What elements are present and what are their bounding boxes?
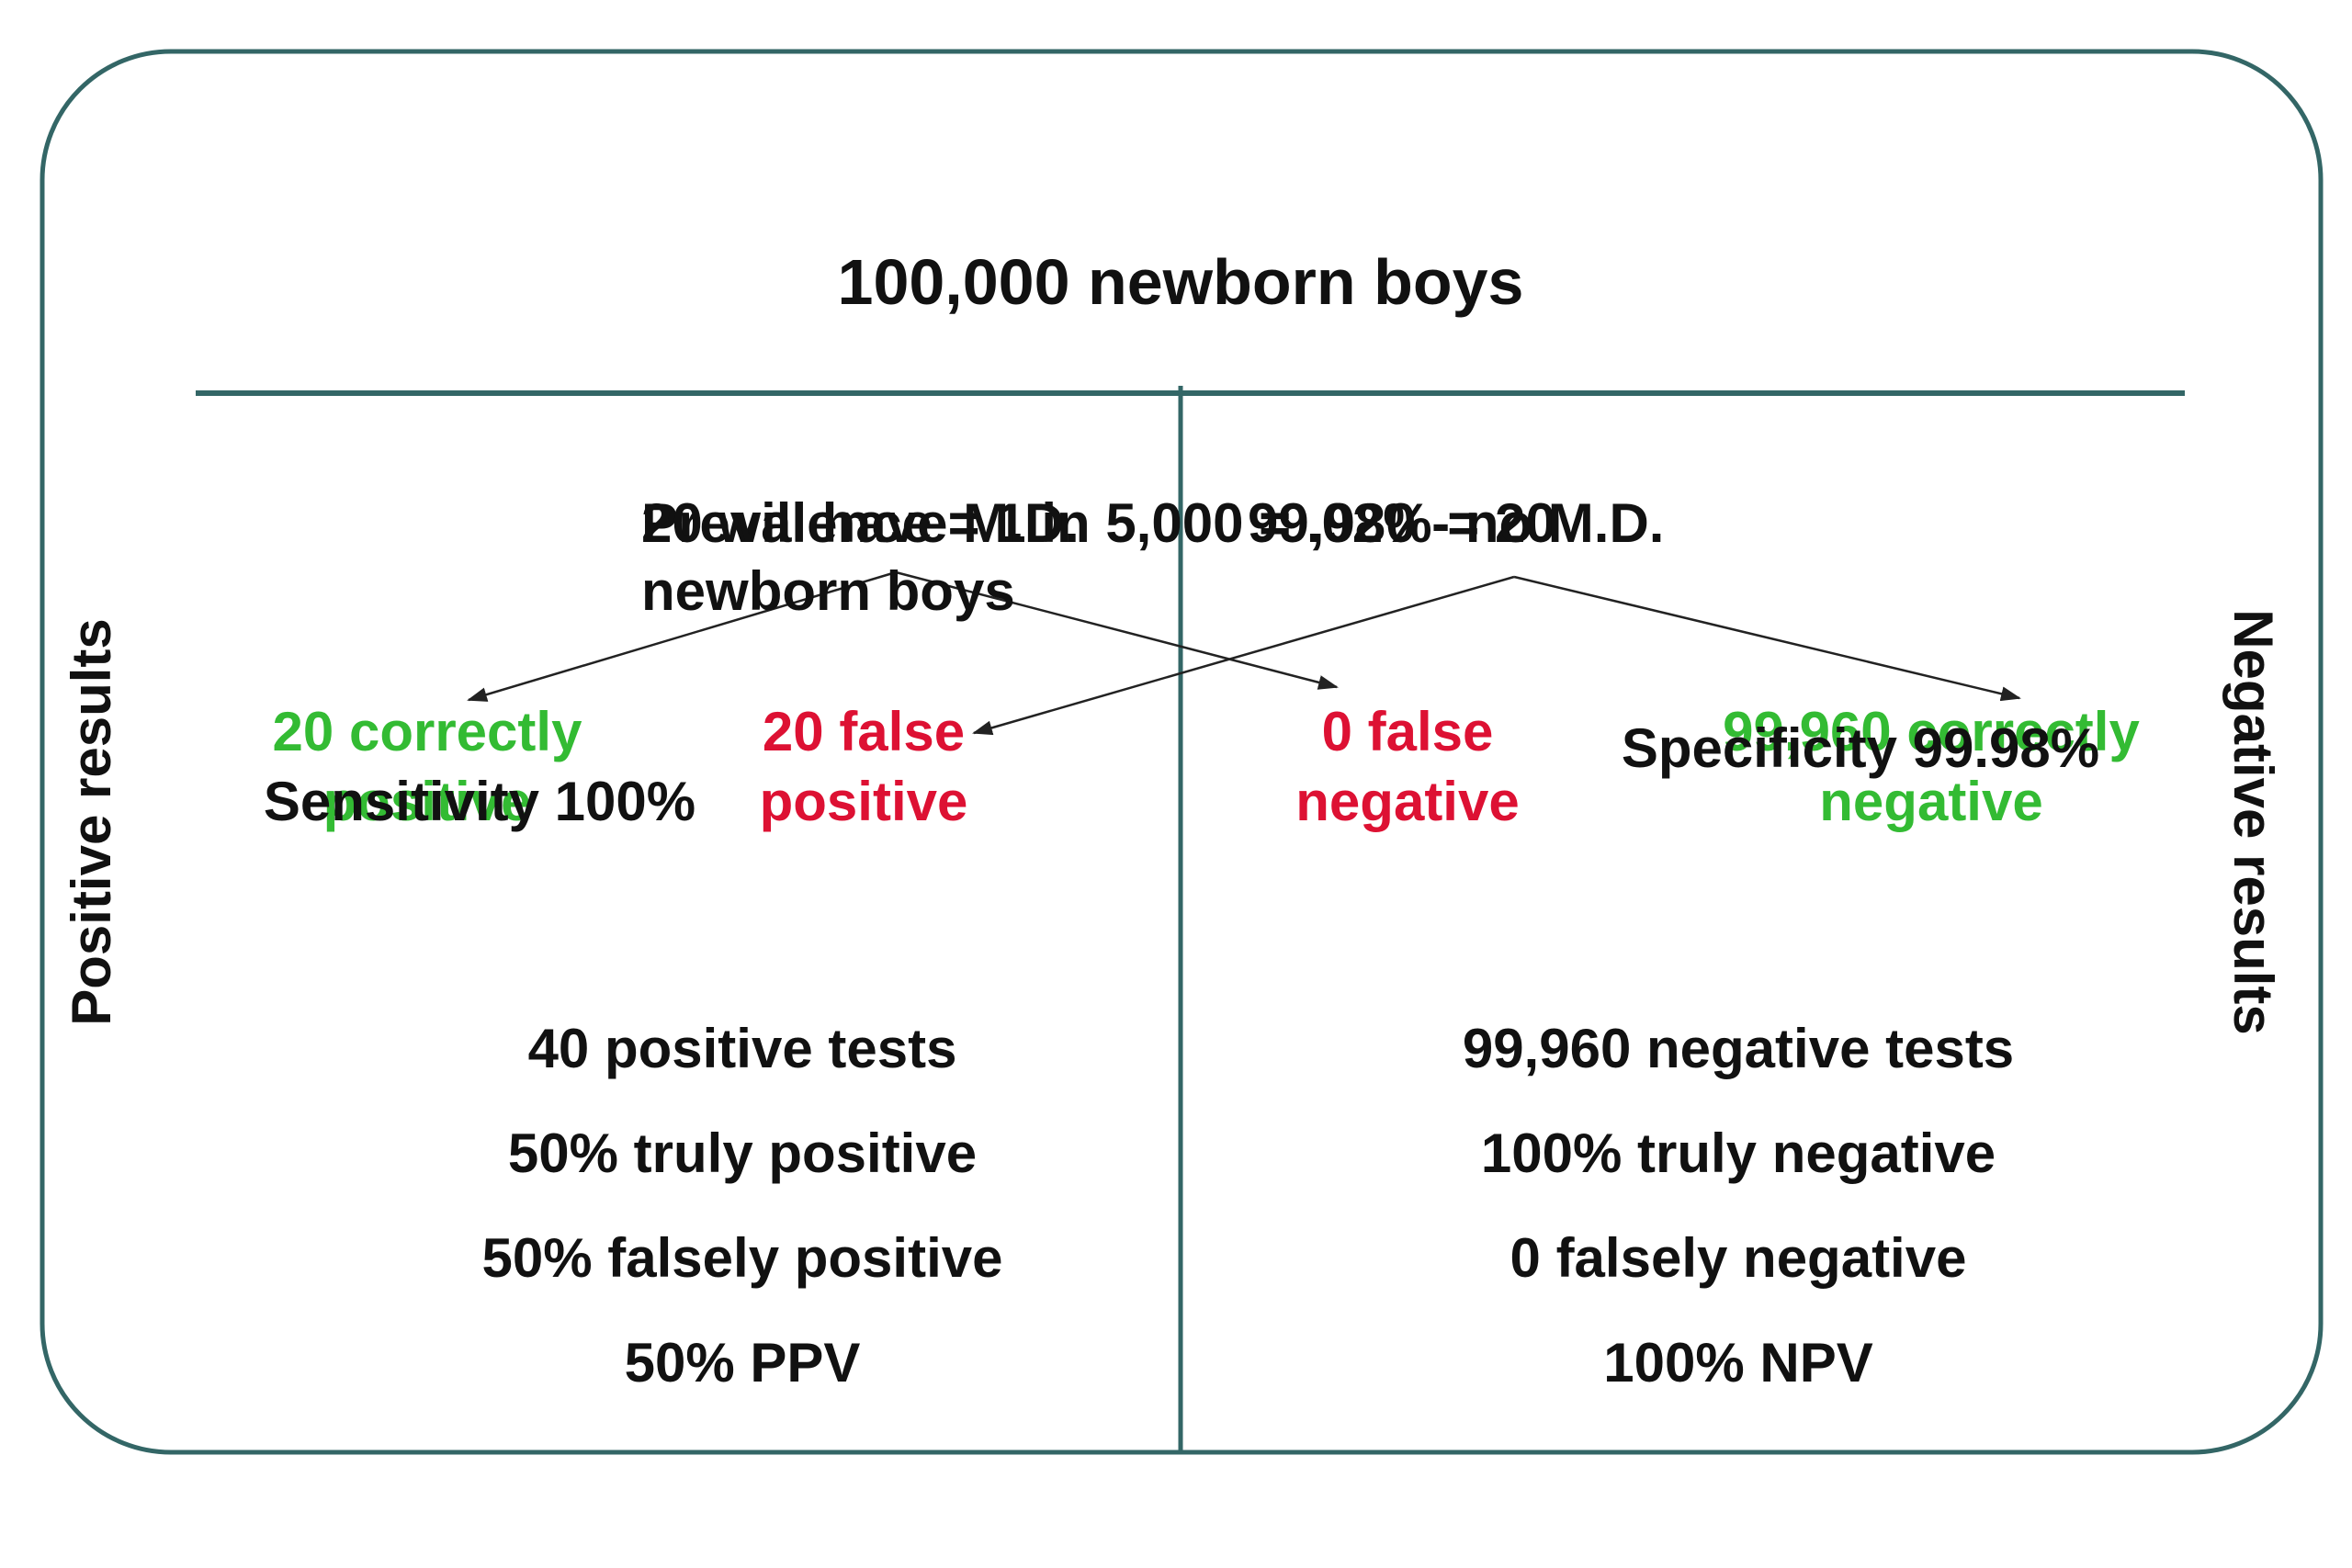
sensitivity-label: Sensitivity 100% [263,771,696,832]
negative-stat-truly: 100% truly negative [1480,1122,1996,1184]
positive-stat-falsely: 50% falsely positive [481,1227,1003,1289]
negative-stat-npv: 100% NPV [1603,1332,1873,1393]
negative-stat-falsely: 0 falsely negative [1510,1227,1967,1289]
positive-results-label: Positive results [61,618,122,1026]
positive-stat-tests: 40 positive tests [527,1018,957,1079]
arrow-to-false-positive [972,575,1515,736]
negative-results-label: Negative results [2222,609,2284,1035]
true-positive-line-1: 20 correctly [272,701,582,762]
prevalence-line-1: Prevalence = 1 in 5,000 = .02% = 20 [641,492,1556,554]
false-negative-line-1: 0 false [1321,701,1494,762]
positive-stat-truly: 50% truly positive [507,1122,978,1184]
negative-stat-tests: 99,960 negative tests [1462,1018,2015,1079]
arrow-to-true-positive [467,570,897,702]
will-have-md-label: 20 will have M.D. [641,492,1080,554]
arrow-to-true-negative [1513,575,2021,702]
prevalence-line-2: newborn boys [641,560,1015,622]
false-positive-line-2: positive [759,771,968,832]
arrow-to-false-negative [895,570,1339,690]
false-positive-line-1: 20 false [762,701,966,762]
positive-stat-ppv: 50% PPV [624,1332,861,1393]
diagram-title: 100,000 newborn boys [837,246,1524,318]
true-negative-line-2: negative [1819,771,2043,832]
true-positive-line-2: positive [322,771,532,832]
true-negative-line-1: 99,960 correctly [1723,701,2140,762]
false-negative-line-2: negative [1295,771,1520,832]
will-not-have-md-label: 99,980 - no M.D. [1248,492,1665,554]
specificity-label: Specificity 99.98% [1621,717,2100,779]
